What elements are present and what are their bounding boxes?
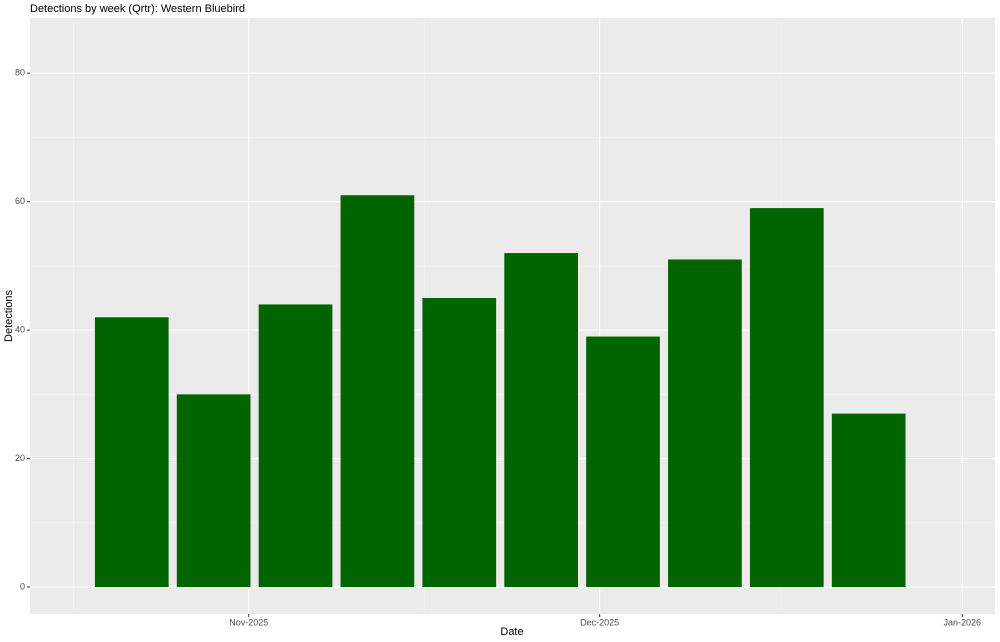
bar [749, 208, 824, 588]
bar [668, 259, 742, 588]
bar [586, 336, 660, 588]
y-tick-label: 20 [15, 453, 25, 463]
y-axis-label: Detections [3, 290, 15, 342]
y-tick-label: 80 [15, 68, 25, 78]
bar [94, 317, 169, 588]
x-tick-label: Jan-2026 [943, 617, 981, 627]
chart-title: Detections by week (Qrtr): Western Blueb… [30, 3, 245, 15]
y-tick-label: 60 [15, 196, 25, 206]
bar [831, 413, 906, 588]
bar [422, 298, 497, 588]
bar [176, 394, 251, 588]
y-tick-label: 40 [15, 325, 25, 335]
y-tick-label: 0 [20, 581, 25, 591]
x-axis-label: Date [500, 626, 523, 638]
x-tick-label: Nov-2025 [229, 617, 268, 627]
x-tick-label: Dec-2025 [580, 617, 619, 627]
bar [504, 253, 579, 588]
bar [258, 304, 333, 588]
bar [340, 195, 415, 588]
